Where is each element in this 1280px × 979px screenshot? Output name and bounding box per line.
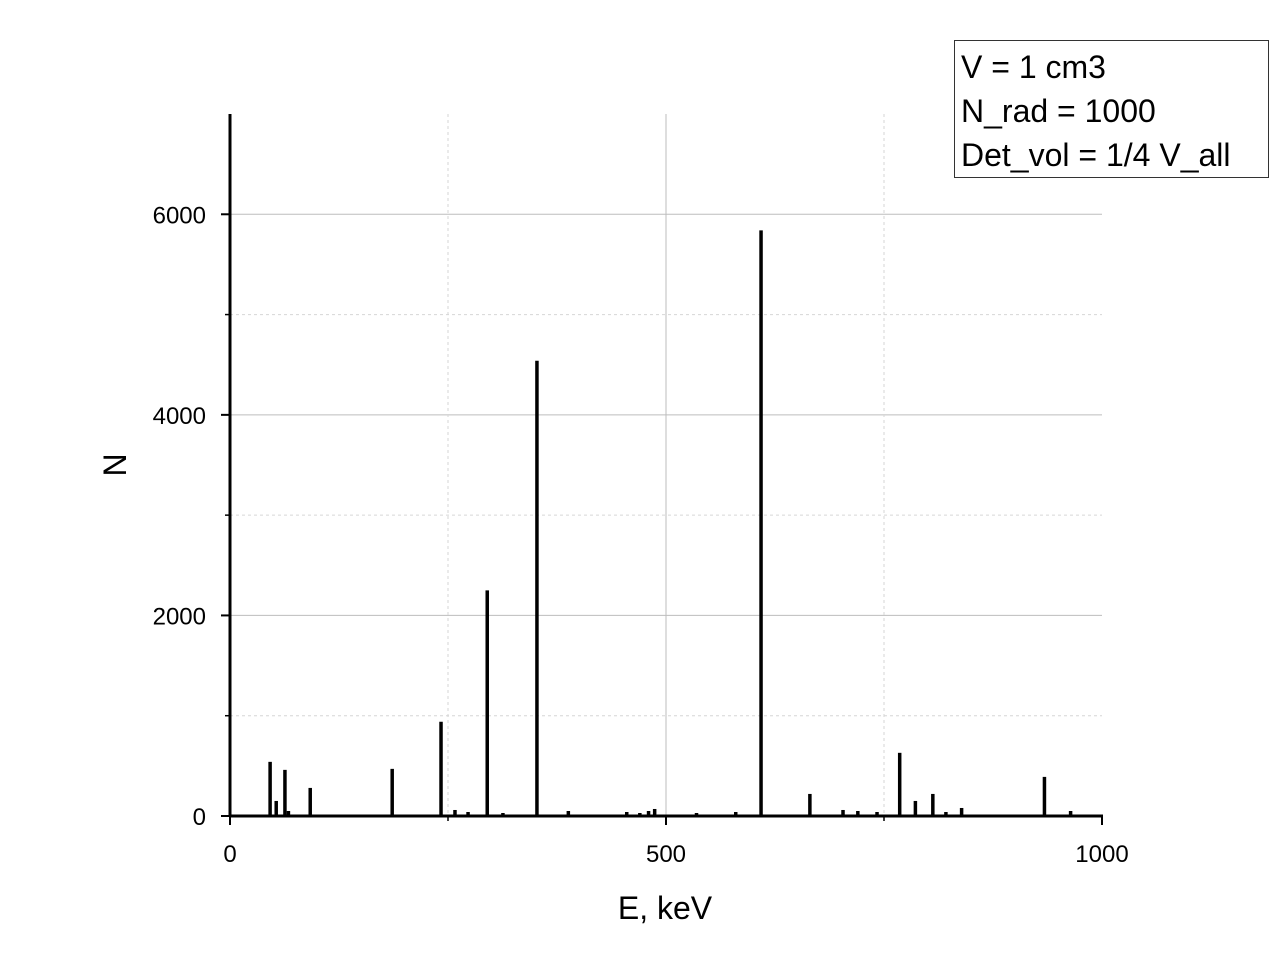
y-tick-label: 4000 xyxy=(153,403,206,430)
x-tick-label: 1000 xyxy=(1075,841,1128,868)
ticks: 0 2000 4000 6000 0 500 1000 xyxy=(153,202,1129,868)
legend-line-detvol: Det_vol = 1/4 V_all xyxy=(961,137,1231,173)
y-tick-label: 6000 xyxy=(153,202,206,229)
y-tick-label: 0 xyxy=(193,804,206,831)
legend-line-nrad: N_rad = 1000 xyxy=(961,93,1156,129)
grid xyxy=(230,114,1102,816)
x-tick-label: 500 xyxy=(646,841,686,868)
y-axis-title: N xyxy=(97,453,133,476)
y-tick-label: 2000 xyxy=(153,603,206,630)
x-axis-title: E, keV xyxy=(618,890,713,926)
legend-box: V = 1 cm3 N_rad = 1000 Det_vol = 1/4 V_a… xyxy=(954,40,1269,178)
bars xyxy=(268,230,1073,816)
x-tick-label: 0 xyxy=(223,841,236,868)
legend-line-volume: V = 1 cm3 xyxy=(961,49,1106,85)
